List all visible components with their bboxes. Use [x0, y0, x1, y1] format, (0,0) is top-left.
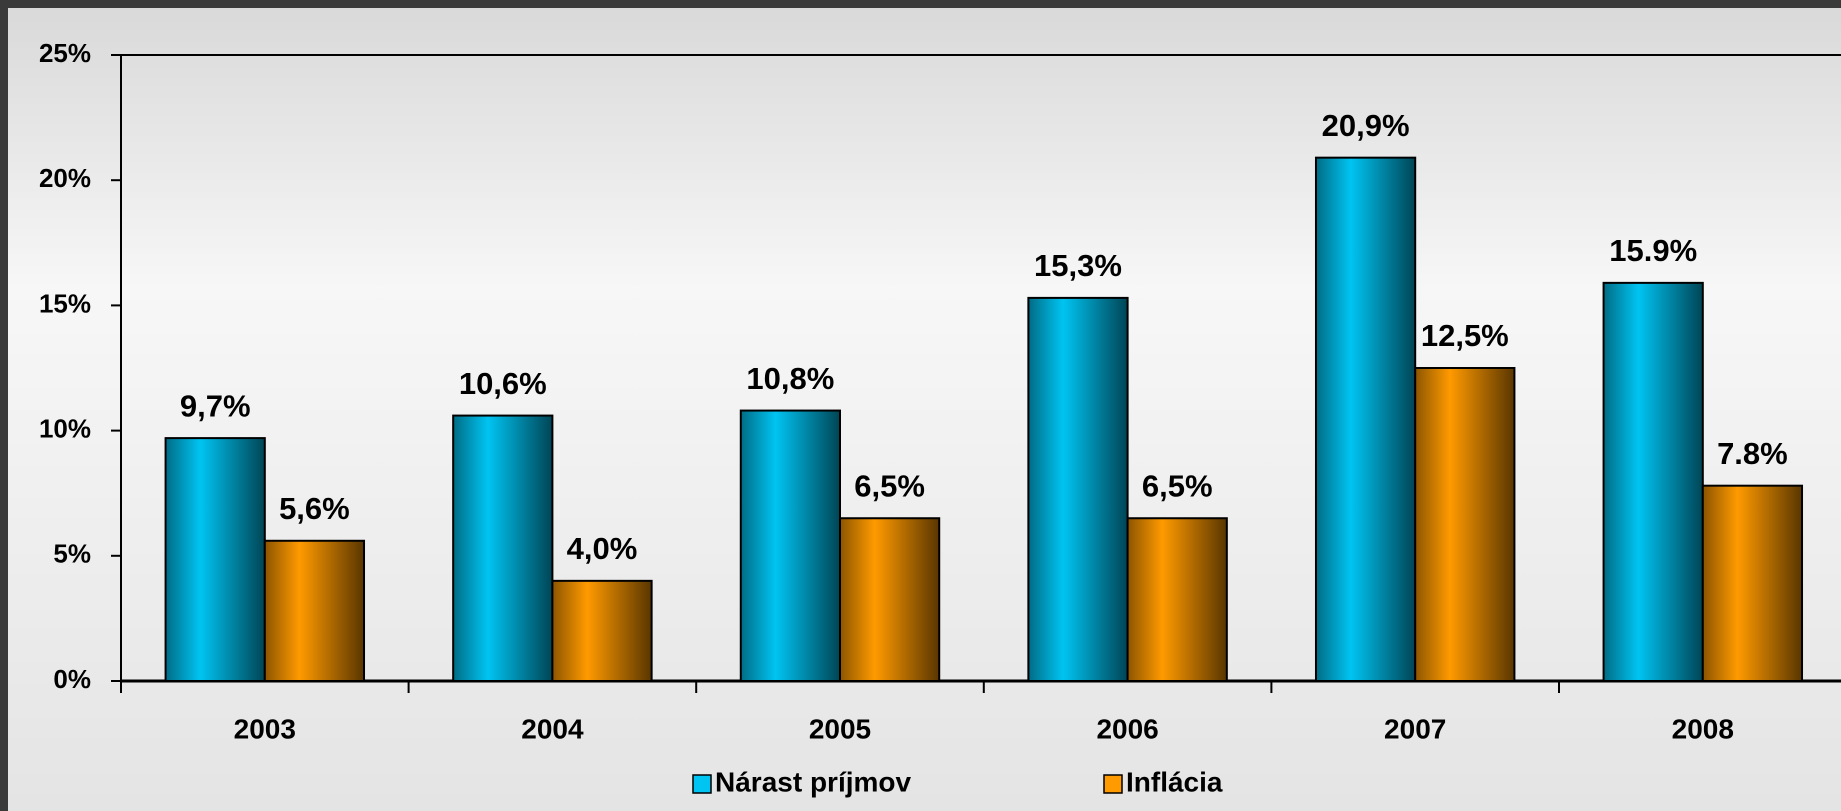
value-label: 15,3% [1034, 248, 1122, 283]
legend-swatch [1103, 774, 1123, 794]
value-label: 15.9% [1609, 233, 1697, 268]
bar [1414, 367, 1516, 682]
bar [839, 517, 941, 682]
bar [551, 579, 653, 683]
value-label: 10,8% [746, 361, 834, 396]
bar [1701, 484, 1804, 682]
legend-label: Inflácia [1126, 766, 1223, 797]
x-tick-label: 2005 [809, 713, 871, 744]
y-tick-label: 20% [39, 163, 91, 193]
y-tick-label: 10% [39, 413, 91, 443]
bar [739, 409, 842, 682]
value-label: 10,6% [459, 366, 547, 401]
bar [452, 414, 554, 682]
bar [1126, 517, 1228, 682]
y-tick-label: 0% [53, 664, 91, 694]
legend-label: Nárast príjmov [715, 766, 911, 797]
bar [263, 539, 366, 682]
x-tick-label: 2004 [521, 713, 584, 744]
x-tick-label: 2003 [234, 713, 296, 744]
bar [1602, 281, 1704, 682]
y-tick-label: 25% [39, 38, 91, 68]
x-tick-label: 2006 [1096, 713, 1158, 744]
value-label: 6,5% [854, 468, 925, 503]
value-label: 20,9% [1322, 108, 1410, 143]
value-label: 7.8% [1717, 436, 1788, 471]
x-tick-label: 2007 [1384, 713, 1446, 744]
value-label: 6,5% [1142, 468, 1213, 503]
value-label: 12,5% [1421, 318, 1509, 353]
x-tick-label: 2008 [1672, 713, 1734, 744]
background [8, 8, 1841, 811]
value-label: 5,6% [279, 491, 350, 526]
bar [164, 437, 266, 682]
bar [1027, 296, 1129, 682]
y-tick-label: 5% [53, 539, 91, 569]
y-tick-label: 15% [39, 288, 91, 318]
value-label: 9,7% [180, 388, 251, 423]
legend-swatch [692, 774, 712, 794]
value-label: 4,0% [567, 531, 638, 566]
bar [1314, 156, 1417, 682]
